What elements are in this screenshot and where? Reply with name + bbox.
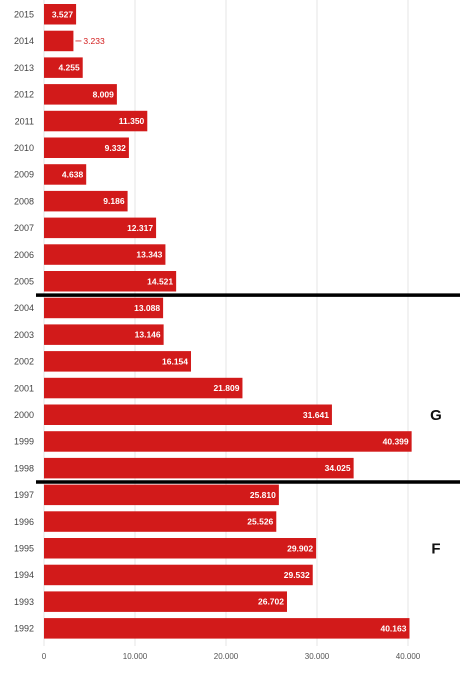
bar-2003 [44, 324, 164, 345]
bar-series: 3.527 3.233 4.255 8.009 11.350 9.332 4.638 9.18… [44, 4, 412, 639]
bar-1992 [44, 618, 410, 639]
bar-2014 [44, 30, 74, 52]
x-tick-label: 30.000 [305, 652, 330, 661]
bar-2013 [44, 57, 83, 78]
y-tick-label: 2007 [14, 223, 34, 233]
y-tick-label: 1997 [14, 490, 34, 500]
region-label: F [431, 540, 440, 557]
bar-1994 [44, 564, 313, 586]
x-tick-label: 40.000 [396, 652, 421, 661]
data-label: 12.317 [127, 223, 153, 233]
data-label: 9.332 [105, 143, 127, 153]
data-label: 4.255 [58, 63, 80, 73]
data-label: 13.146 [135, 330, 161, 340]
data-label: 13.343 [136, 250, 162, 260]
data-label: 34.025 [325, 463, 351, 473]
region-labels: GF [430, 407, 442, 558]
bar-2004 [44, 297, 164, 319]
data-label: 9.186 [103, 196, 125, 206]
bar-2005 [44, 271, 177, 292]
x-tick-label: 20.000 [214, 652, 239, 661]
y-tick-label: 1994 [14, 570, 34, 580]
y-tick-label: 2003 [14, 330, 34, 340]
y-tick-label: 1995 [14, 543, 34, 553]
y-tick-label: 1992 [14, 624, 34, 634]
data-label: 3.527 [52, 9, 74, 19]
y-tick-label: 1999 [14, 437, 34, 447]
y-tick-label: 2009 [14, 170, 34, 180]
region-label: G [430, 407, 442, 424]
x-tick-label: 0 [42, 652, 47, 661]
data-label: 11.350 [119, 116, 145, 126]
y-tick-label: 2001 [14, 383, 34, 393]
data-label: 29.532 [284, 570, 310, 580]
bar-2011 [44, 110, 148, 132]
y-tick-label: 2008 [14, 196, 34, 206]
data-label: 4.638 [62, 169, 84, 179]
bar-1998 [44, 457, 354, 479]
bar-2008 [44, 190, 128, 212]
data-label: 26.702 [258, 597, 284, 607]
y-tick-label: 2002 [14, 357, 34, 367]
data-label: 21.809 [213, 383, 239, 393]
data-label: 25.810 [250, 490, 276, 500]
bar-1997 [44, 484, 279, 506]
data-label: 8.009 [93, 89, 115, 99]
bar-2000 [44, 404, 332, 425]
bar-2001 [44, 377, 243, 399]
y-tick-label: 1996 [14, 517, 34, 527]
y-tick-label: 2000 [14, 410, 34, 420]
y-tick-label: 1993 [14, 597, 34, 607]
data-label: 40.163 [380, 623, 406, 633]
bar-2007 [44, 217, 157, 239]
data-label: 25.526 [247, 517, 273, 527]
bar-2010 [44, 137, 129, 158]
bar-1993 [44, 591, 287, 612]
data-label: 29.902 [287, 543, 313, 553]
y-tick-label: 2004 [14, 303, 34, 313]
y-tick-label: 2010 [14, 143, 34, 153]
data-label: 14.521 [147, 276, 173, 286]
y-tick-label: 2011 [15, 116, 34, 126]
bar-1999 [44, 431, 412, 452]
bar-2009 [44, 164, 87, 185]
y-tick-label: 2014 [14, 36, 34, 46]
y-tick-label: 2012 [14, 90, 34, 100]
data-label: 3.233 [83, 36, 105, 46]
y-tick-label: 2006 [14, 250, 34, 260]
data-label: 13.088 [134, 303, 160, 313]
separator-lines [36, 293, 460, 484]
bar-2002 [44, 351, 192, 372]
bar-1995 [44, 538, 317, 559]
bar-1996 [44, 511, 277, 532]
bar-2012 [44, 84, 117, 105]
data-label: 31.641 [303, 410, 329, 420]
bar-2015 [44, 4, 77, 25]
x-axis-labels: 0 10.000 20.000 30.000 40.000 [42, 652, 421, 661]
data-label: 16.154 [162, 356, 188, 366]
y-axis-labels: 2015 2014 2013 2012 2011 2010 2009 2008 2007 2006… [14, 9, 34, 633]
y-tick-label: 2013 [14, 63, 34, 73]
y-tick-label: 1998 [14, 463, 34, 473]
y-tick-label: 2005 [14, 276, 34, 286]
x-tick-label: 10.000 [123, 652, 148, 661]
y-tick-label: 2015 [14, 9, 34, 19]
data-label: 40.399 [383, 436, 409, 446]
bar-2006 [44, 244, 166, 265]
